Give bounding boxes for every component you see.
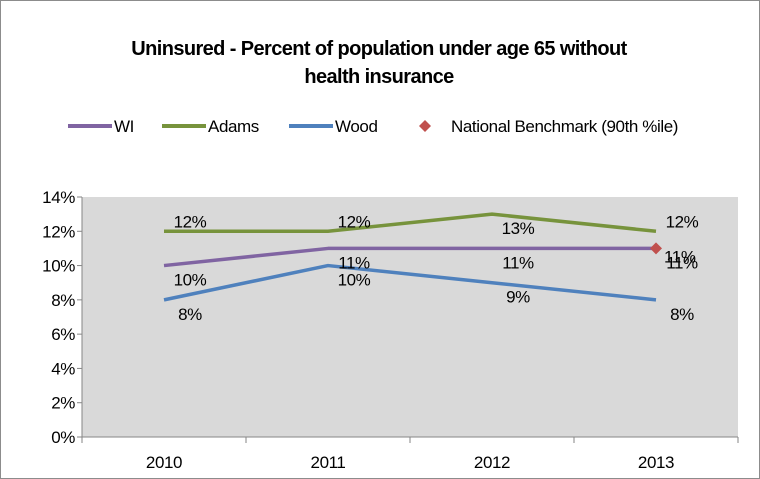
data-label-wood: 8% bbox=[178, 305, 202, 324]
benchmark-markers bbox=[650, 242, 662, 255]
data-label-adams: 12% bbox=[338, 212, 371, 231]
series-line-wi bbox=[163, 246, 656, 268]
data-label-wi: 11% bbox=[666, 253, 698, 272]
data-label-wood: 8% bbox=[670, 305, 694, 324]
plot-area bbox=[82, 197, 738, 437]
y-tick-label: 4% bbox=[51, 359, 75, 378]
series-lines bbox=[163, 212, 657, 302]
y-tick-label: 12% bbox=[42, 222, 75, 241]
chart-title-line-2: health insurance bbox=[304, 66, 454, 88]
data-label-wi: 10% bbox=[174, 271, 207, 290]
data-label-wi: 11% bbox=[338, 253, 370, 272]
y-tick-label: 0% bbox=[51, 428, 75, 447]
chart-title-line-1: Uninsured - Percent of population under … bbox=[131, 38, 627, 60]
data-label-wood: 10% bbox=[338, 271, 371, 290]
series-line-adams bbox=[164, 212, 657, 234]
y-tick-label: 14% bbox=[42, 188, 75, 207]
data-labels: 10%11% 11% 11%12% 12% 13% 12%8%10%9%8%11% bbox=[174, 212, 700, 324]
legend-label-benchmark: National Benchmark (90th %ile) bbox=[451, 117, 678, 136]
y-axis: 0% 2% 4% 6% 8% 10% 12% 14% bbox=[42, 188, 83, 447]
data-label-adams: 13% bbox=[502, 219, 535, 238]
x-tick-label: 2013 bbox=[638, 453, 674, 472]
y-tick-label: 10% bbox=[42, 257, 75, 276]
legend-label-adams: Adams bbox=[208, 117, 259, 136]
legend: WI Adams Wood National Benchmark (90th %… bbox=[68, 117, 678, 136]
x-tick-label: 2011 bbox=[311, 453, 346, 472]
x-tick-label: 2012 bbox=[474, 453, 510, 472]
benchmark-marker bbox=[650, 242, 662, 255]
legend-item-adams: Adams bbox=[162, 117, 259, 136]
x-tick-label: 2010 bbox=[146, 453, 182, 472]
y-tick-label: 8% bbox=[51, 291, 75, 310]
data-label-wood: 9% bbox=[506, 288, 530, 307]
legend-item-wi: WI bbox=[68, 117, 134, 136]
y-tick-label: 2% bbox=[51, 394, 75, 413]
legend-label-wood: Wood bbox=[335, 117, 378, 136]
data-label-wi: 11% bbox=[502, 253, 534, 272]
data-label-adams: 12% bbox=[174, 212, 207, 231]
x-axis: 2010 2011 2012 2013 bbox=[81, 436, 739, 472]
data-label-benchmark: 11% bbox=[664, 247, 696, 266]
legend-item-benchmark: National Benchmark (90th %ile) bbox=[419, 117, 678, 136]
data-label-adams: 12% bbox=[666, 212, 699, 231]
y-tick-label: 6% bbox=[51, 325, 75, 344]
legend-label-wi: WI bbox=[114, 117, 134, 136]
legend-item-wood: Wood bbox=[289, 117, 378, 136]
series-line-wood bbox=[163, 263, 657, 302]
legend-swatch-benchmark-diamond bbox=[419, 120, 431, 132]
